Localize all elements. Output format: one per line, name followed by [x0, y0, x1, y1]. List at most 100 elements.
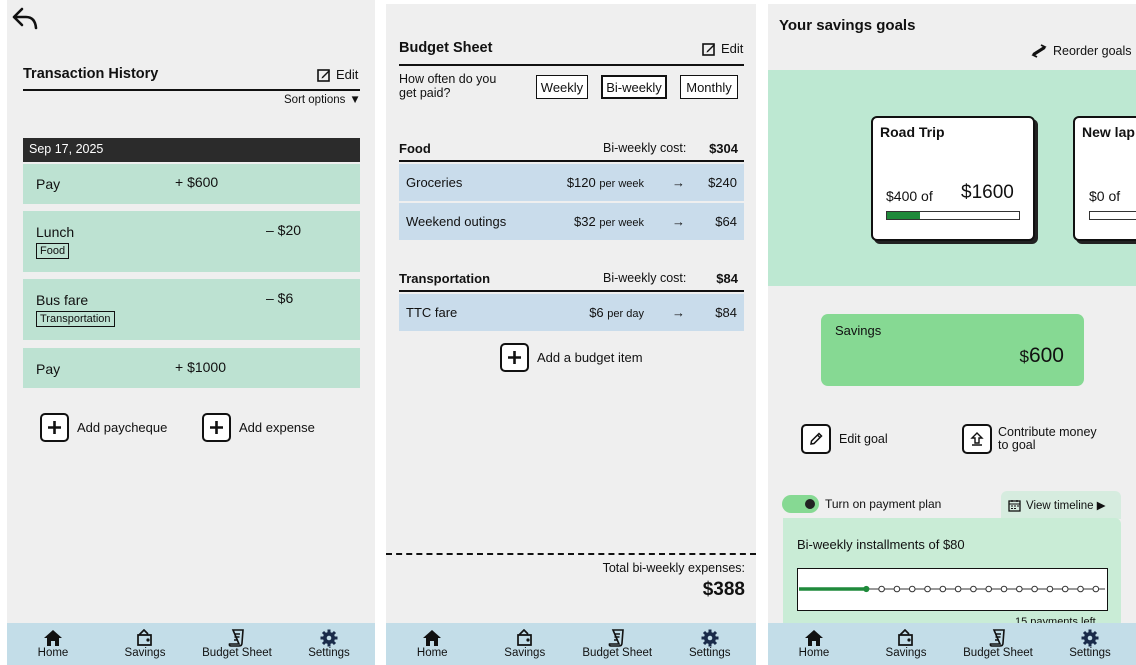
nav-budget-sheet[interactable]: Budget Sheet: [577, 629, 657, 659]
category-tag[interactable]: Food: [36, 243, 70, 259]
category-tag[interactable]: Transportation: [36, 311, 115, 327]
timeline-payment-dot: [863, 585, 870, 593]
pencil-icon: [801, 424, 831, 454]
view-timeline-label: View timeline ▶: [1026, 500, 1106, 512]
category-divider: [399, 160, 744, 162]
timeline-payment-dot: [893, 585, 901, 593]
nav-label: Savings: [504, 647, 546, 659]
transaction-label: Lunch: [36, 224, 75, 240]
nav-home[interactable]: Home: [13, 629, 93, 659]
nav-home[interactable]: Home: [392, 629, 472, 659]
timeline-payment-dot: [924, 585, 931, 593]
timeline-payment-dot: [954, 585, 962, 593]
add-paycheque-button[interactable]: Add paycheque: [40, 413, 167, 442]
budget-item-name: Weekend outings: [406, 214, 507, 229]
frequency-weekly-button[interactable]: Weekly: [536, 75, 588, 99]
plus-icon: [500, 343, 529, 372]
home-icon: [423, 630, 442, 646]
swap-arrows-icon: [1031, 44, 1047, 58]
nav-budget-sheet[interactable]: Budget Sheet: [197, 629, 277, 659]
timeline-payment-dot: [1092, 585, 1100, 593]
contribute-label: Contribute money to goal: [998, 425, 1097, 452]
view-timeline-tab[interactable]: View timeline ▶: [1001, 491, 1121, 519]
budget-item-rate: $6 per day: [589, 305, 644, 320]
gear-icon: [1081, 629, 1099, 647]
nav-label: Savings: [124, 647, 166, 659]
arrow-right-icon: →: [672, 305, 685, 320]
budget-item-total: $64: [715, 214, 737, 229]
goal-progress-bar: [886, 211, 1020, 220]
budget-item-total: $240: [708, 175, 737, 190]
nav-budget-sheet[interactable]: Budget Sheet: [958, 629, 1038, 659]
budget-item-row[interactable]: Weekend outings $32 per week → $64: [399, 203, 744, 240]
nav-savings[interactable]: Savings: [105, 629, 185, 659]
transaction-row[interactable]: Pay + $600: [23, 164, 360, 204]
nav-settings[interactable]: Settings: [1050, 629, 1130, 659]
upload-icon: [962, 424, 992, 454]
payment-plan-label: Turn on payment plan: [825, 497, 942, 511]
nav-savings[interactable]: Savings: [485, 629, 565, 659]
transaction-label: Pay: [36, 176, 61, 192]
wallet-icon: [898, 629, 913, 646]
goal-progress-bar: [1089, 211, 1136, 220]
timeline-payment-dot: [908, 585, 916, 593]
toggle-switch[interactable]: [782, 495, 819, 513]
payment-plan-panel: Bi-weekly installments of $80 15 payment…: [783, 518, 1121, 628]
goal-saved: $0 of: [1089, 188, 1121, 204]
transaction-row[interactable]: Lunch – $20 Food: [23, 211, 360, 272]
total-label: Total bi-weekly expenses:: [602, 561, 745, 575]
nav-savings[interactable]: Savings: [866, 629, 946, 659]
sort-options-button[interactable]: Sort options ▼: [284, 94, 361, 106]
transaction-row[interactable]: Pay + $1000: [23, 348, 360, 388]
goal-card[interactable]: Road Trip $400 of $1600: [871, 116, 1035, 241]
goal-name: Road Trip: [880, 124, 945, 140]
nav-settings[interactable]: Settings: [289, 629, 369, 659]
edit-goal-button[interactable]: Edit goal: [801, 424, 888, 454]
add-budget-item-button[interactable]: Add a budget item: [500, 343, 643, 372]
savings-goals-screen: Your savings goals Reorder goals Road Tr…: [768, 4, 1136, 665]
title-divider: [23, 89, 360, 91]
transaction-row[interactable]: Bus fare – $6 Transportation: [23, 279, 360, 340]
total-divider: [386, 553, 756, 555]
nav-label: Home: [37, 647, 69, 659]
frequency-monthly-button[interactable]: Monthly: [680, 75, 738, 99]
budget-item-row[interactable]: TTC fare $6 per day → $84: [399, 294, 744, 331]
savings-label: Savings: [835, 323, 882, 338]
budget-item-row[interactable]: Groceries $120 per week → $240: [399, 164, 744, 201]
plus-icon: [40, 413, 69, 442]
edit-button[interactable]: Edit: [317, 67, 358, 82]
goal-name: New lap: [1082, 124, 1135, 140]
frequency-biweekly-button[interactable]: Bi-weekly: [601, 75, 667, 99]
plus-icon: [202, 413, 231, 442]
edit-icon: [702, 42, 715, 56]
receipt-icon: [228, 629, 244, 647]
nav-label: Settings: [688, 647, 731, 659]
transaction-history-screen: Transaction History Edit Sort options ▼ …: [7, 0, 375, 665]
savings-value: $600: [1019, 344, 1064, 367]
budget-item-name: TTC fare: [406, 305, 458, 320]
edit-label: Edit: [336, 67, 359, 82]
edit-button[interactable]: Edit: [702, 41, 743, 56]
nav-label: Savings: [885, 647, 927, 659]
payment-plan-toggle[interactable]: Turn on payment plan: [782, 495, 941, 513]
goal-card[interactable]: New lap $0 of: [1073, 116, 1136, 241]
back-icon[interactable]: [11, 6, 39, 30]
budget-item-total: $84: [715, 305, 737, 320]
home-icon: [44, 630, 62, 646]
contribute-money-button[interactable]: Contribute money to goal: [962, 424, 1097, 454]
page-title: Your savings goals: [779, 17, 916, 34]
nav-settings[interactable]: Settings: [670, 629, 750, 659]
reorder-goals-button[interactable]: Reorder goals: [1030, 44, 1132, 58]
timeline-payment-dot: [1031, 585, 1038, 593]
bottom-nav: Home Savings Budget Sheet Settings: [7, 623, 375, 665]
category-cost: $304: [709, 141, 738, 156]
total-value: $388: [702, 579, 745, 600]
nav-home[interactable]: Home: [774, 629, 854, 659]
add-expense-button[interactable]: Add expense: [202, 413, 315, 442]
gear-icon: [320, 629, 338, 647]
timeline-payment-dot: [1046, 585, 1054, 593]
triangle-down-icon: ▼: [349, 94, 361, 106]
transaction-amount: + $1000: [175, 359, 226, 375]
bottom-nav: Home Savings Budget Sheet Settings: [386, 623, 756, 665]
add-expense-label: Add expense: [239, 420, 315, 435]
